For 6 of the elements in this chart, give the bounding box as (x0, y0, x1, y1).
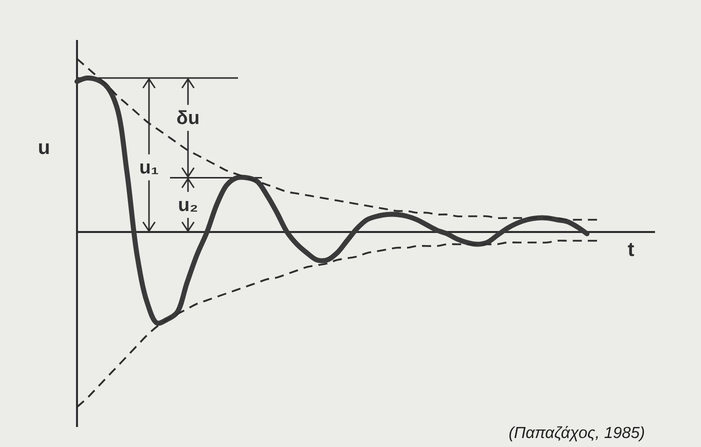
y-axis-title: u (38, 137, 50, 159)
annotation: u₁ (139, 156, 159, 178)
annotation: u₂ (178, 194, 198, 216)
annotation: δu (176, 107, 200, 128)
text: (Παπαζάχος, 1985) (508, 425, 645, 442)
x-axis-title: t (628, 239, 635, 261)
